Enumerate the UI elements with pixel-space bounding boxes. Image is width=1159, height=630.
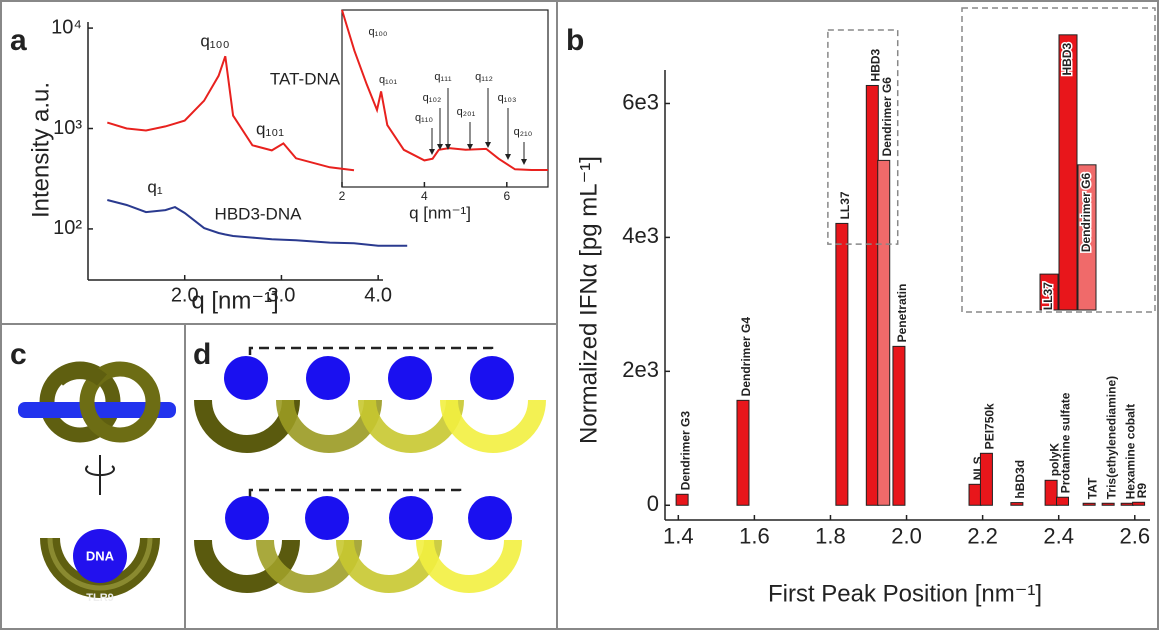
panel-label: c [10,338,27,371]
bar [865,84,879,506]
bar-label: LL37 [838,191,852,219]
bar [835,222,849,506]
x-tick-label: 2.0 [171,284,199,306]
y-tick-label: 0 [647,491,659,516]
series-label: TAT-DNA [270,69,341,88]
bar [1010,502,1024,506]
inset-bar [1039,273,1059,311]
bar-label: Dendrimer G3 [678,411,692,491]
bar-label: Dendrimer G4 [739,317,753,397]
annotation: q₁₁₁ [434,71,452,83]
y-tick-label: 10³ [53,117,82,139]
annotation-arrowhead [467,144,473,150]
bar [1132,501,1146,506]
inset-bar-label: LL37 [1041,282,1055,310]
bar [1044,479,1058,506]
panel-label: b [566,24,584,57]
bar [1082,502,1096,506]
annotation: q₁₀₂ [423,92,442,104]
bar [1120,502,1134,506]
annotation: q₂₁₀ [514,126,533,138]
annotation-arrowhead [429,149,435,155]
bar-label: R9 [1135,483,1149,499]
dna-label: DNA [86,548,115,563]
bar [968,483,982,506]
bar [1101,502,1115,506]
inset-frame [341,9,549,188]
x-tick-label: 2.2 [967,523,998,548]
panel-label: d [193,338,211,371]
bar-label: Hexamine cobalt [1123,404,1137,499]
line-series [107,55,355,172]
annotation: q₁₀₁ [379,74,397,86]
annotation: q₁₀₃ [498,92,517,104]
diagram-c [18,361,176,598]
annotation: q₁₁₂ [475,71,493,83]
zoom-box [827,29,899,245]
bar-label: hBD3d [1013,460,1027,499]
diagram-d [194,346,546,593]
bar-label: Tris(ethylenediamine) [1104,376,1118,499]
bar [675,493,689,506]
bar [892,345,906,506]
x-axis-label: First Peak Position [nm⁻¹] [768,580,1042,607]
bar-label: Dendrimer G6 [880,77,894,157]
x-tick-label: 1.4 [663,523,694,548]
annotation: q₁₀₁ [256,119,284,138]
annotation-arrowhead [445,144,451,150]
x-axis-label: q [nm⁻¹] [409,203,471,222]
line-series [341,9,548,171]
y-axis-label: Intensity a.u. [27,82,54,218]
receptor-label: TLR9 [86,592,114,604]
x-tick-label: 1.8 [815,523,846,548]
bar-label: TAT [1085,477,1099,499]
series-label: HBD3-DNA [215,204,303,223]
line-series [107,199,408,247]
x-tick-label: 4.0 [364,284,392,306]
bar-label: Penetratin [895,284,909,343]
x-tick-label: 4 [421,189,428,203]
y-tick-label: 10² [53,217,82,239]
bar-label: PEI750k [983,403,997,449]
bar [736,399,750,506]
annotation-arrowhead [437,144,443,150]
y-axis-label: Normalized IFNα [pg mL⁻¹] [575,156,602,444]
annotation-arrowhead [485,142,491,148]
x-tick-label: 2.0 [891,523,922,548]
x-tick-label: 3.0 [268,284,296,306]
annotation: q₁₀₀ [369,26,388,38]
y-tick-label: 4e3 [622,223,659,248]
annotation-arrowhead [521,159,527,165]
annotation: q₂₀₁ [457,106,476,118]
x-tick-label: 2 [339,189,346,203]
inset-bar [1058,34,1078,311]
panel-label: a [10,24,27,57]
bar [979,452,993,506]
x-tick-label: 2.4 [1043,523,1074,548]
y-tick-label: 6e3 [622,89,659,114]
bar-label: HBD3 [868,48,882,81]
x-tick-label: 1.6 [739,523,770,548]
y-tick-label: 2e3 [622,357,659,382]
x-tick-label: 6 [503,189,510,203]
inset-bar [1077,164,1097,311]
bar [1056,496,1070,506]
x-axis-label: q [nm⁻¹] [191,287,278,314]
inset-bar-label: Dendrimer G6 [1079,172,1093,252]
x-tick-label: 2.6 [1119,523,1150,548]
annotation: q₁₁₀ [415,112,433,124]
bar [877,159,891,506]
bar-label: polyK [1047,443,1061,477]
annotation: q₁₀₀ [200,31,229,50]
y-tick-label: 10⁴ [51,16,82,38]
annotation: q₁ [147,177,162,196]
bar-label: Protamine sulfate [1059,392,1073,493]
annotation-arrowhead [505,154,511,160]
inset-bar-label: HBD3 [1060,43,1074,76]
